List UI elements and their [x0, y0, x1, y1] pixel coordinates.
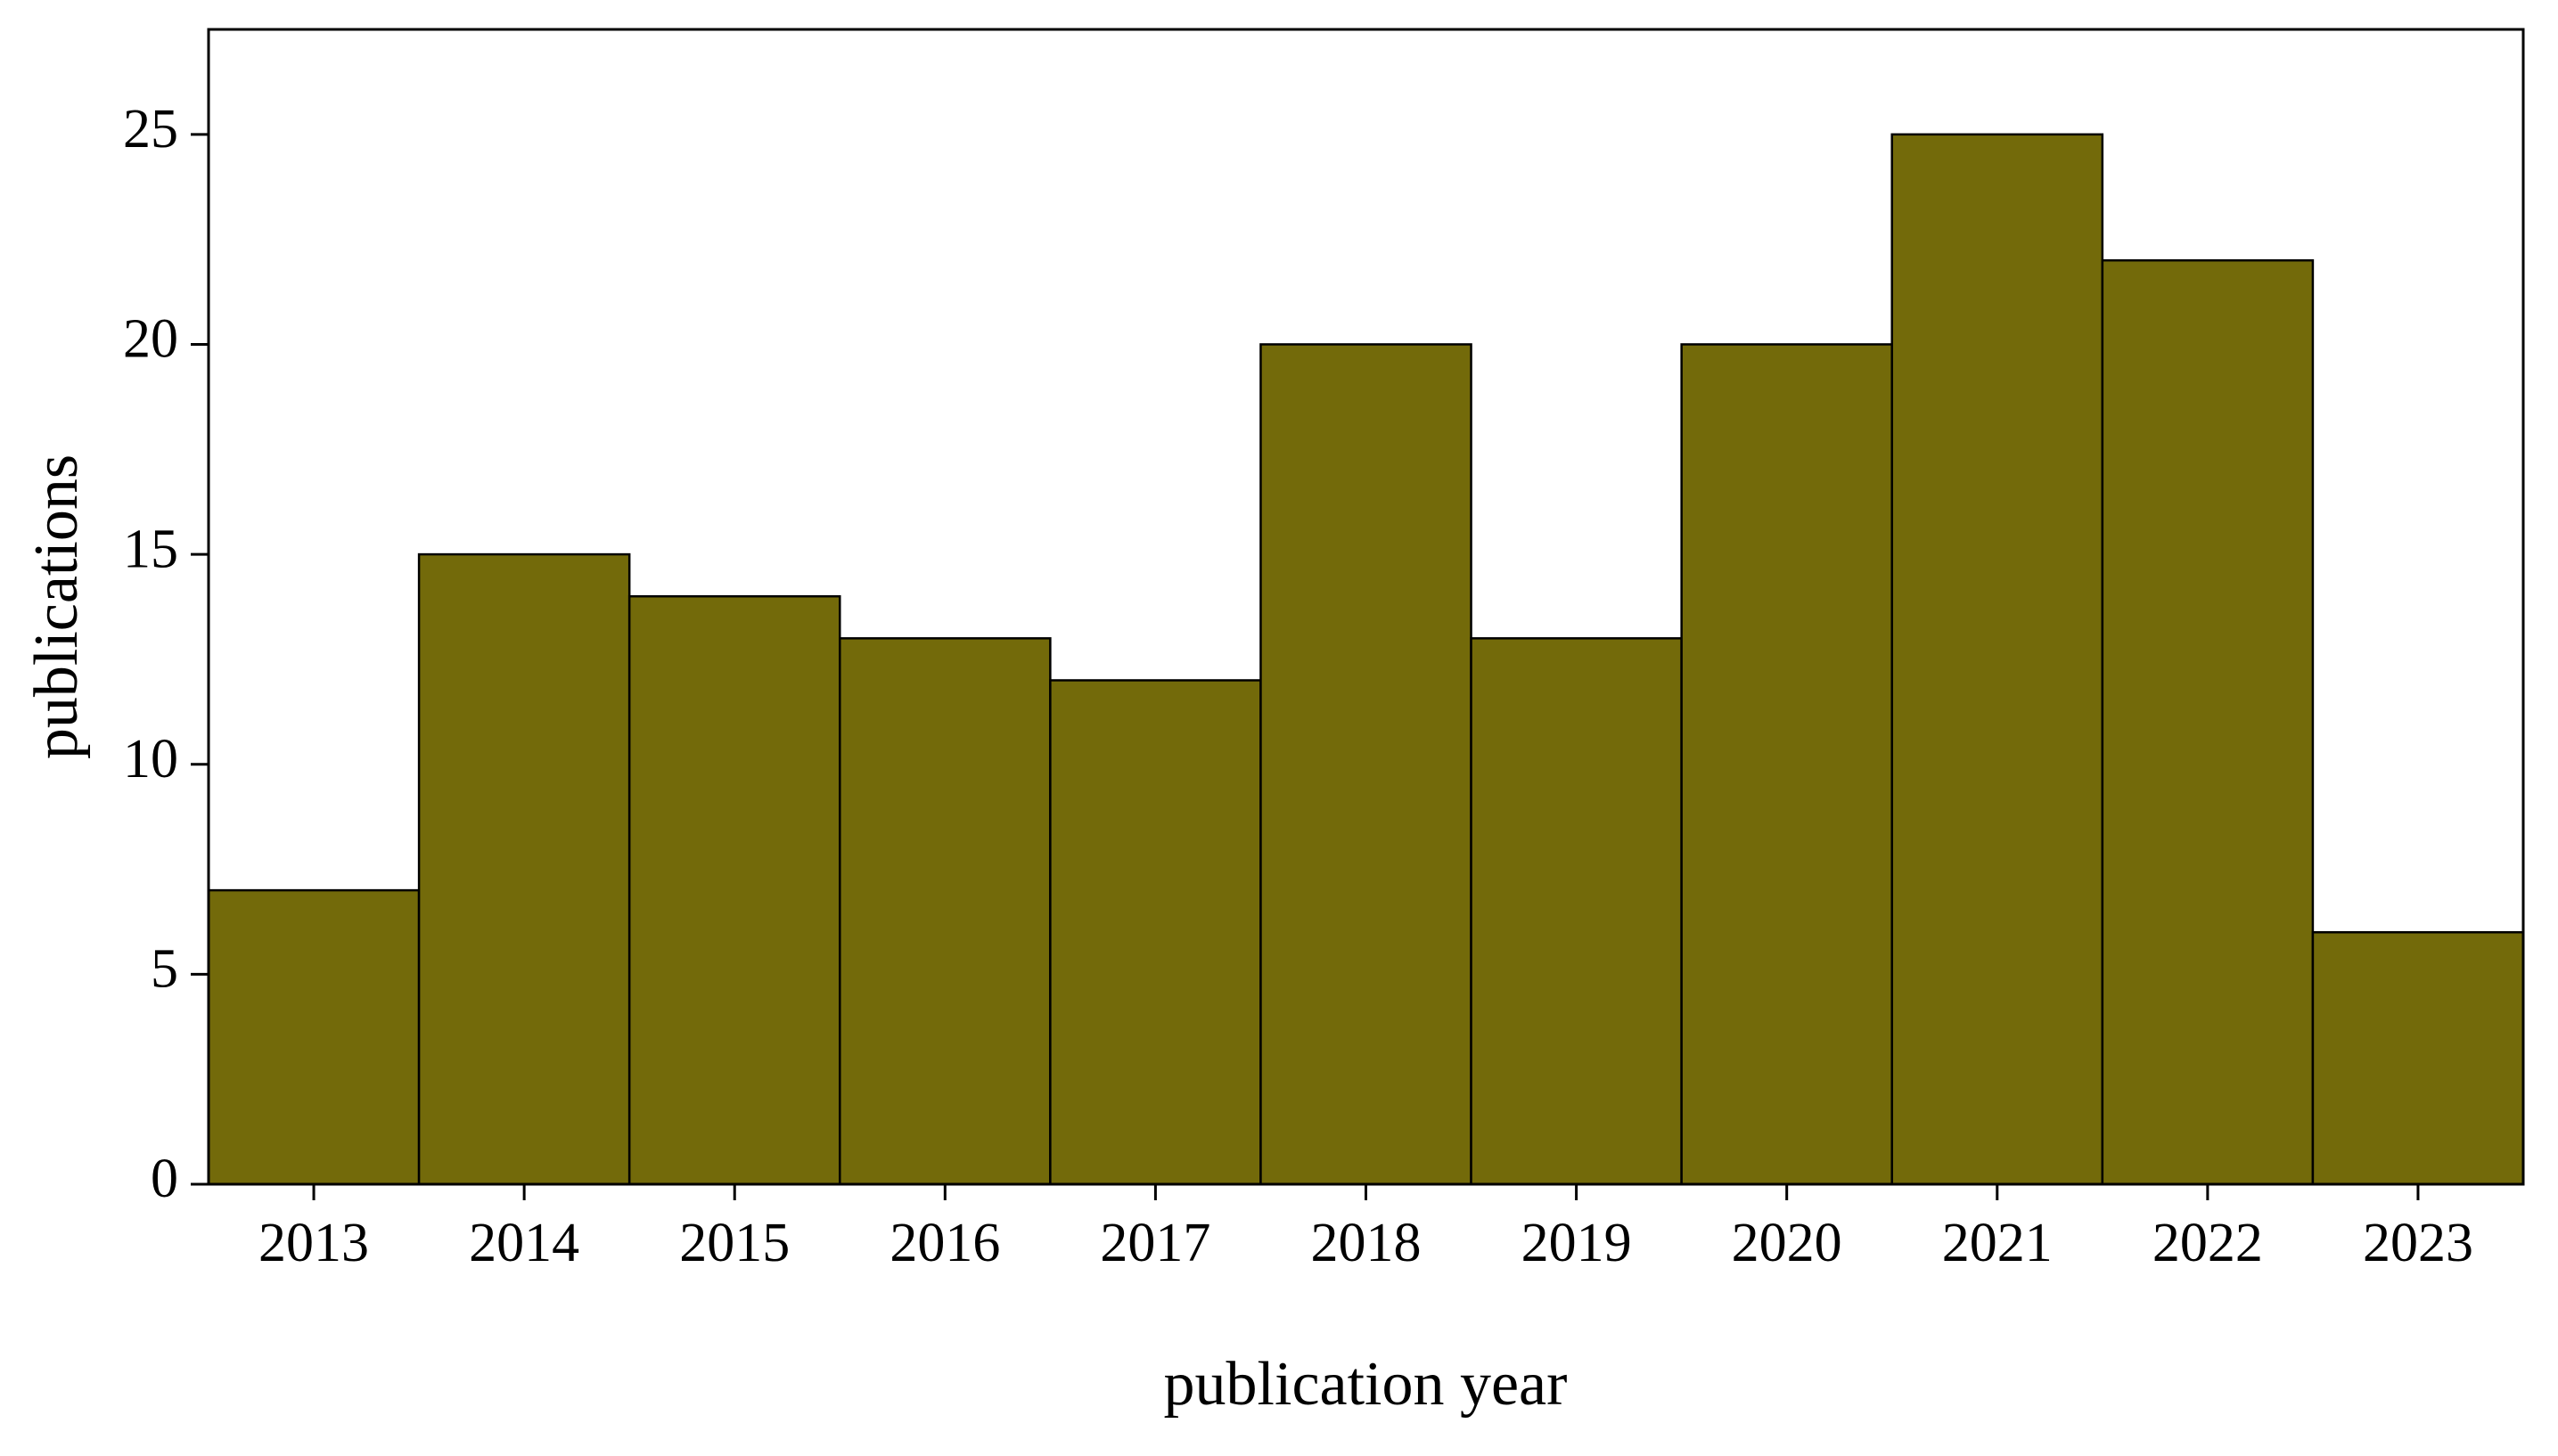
bar: [2311, 930, 2525, 1186]
x-tick-label: 2017: [1100, 1213, 1210, 1273]
bar: [1470, 637, 1683, 1186]
bar: [1049, 679, 1262, 1186]
y-axis-title: publications: [22, 454, 91, 759]
bar: [627, 594, 841, 1186]
bar: [1259, 343, 1472, 1186]
bar: [2101, 258, 2315, 1186]
x-tick-label: 2014: [469, 1213, 579, 1273]
bar: [1680, 343, 1893, 1186]
x-tick-label: 2022: [2152, 1213, 2263, 1273]
y-tick-label: 20: [123, 309, 178, 370]
x-tick-label: 2020: [1732, 1213, 1842, 1273]
y-tick-label: 5: [151, 939, 178, 1000]
x-tick-label: 2019: [1521, 1213, 1632, 1273]
x-tick-label: 2015: [679, 1213, 790, 1273]
plot-frame: [207, 28, 2525, 1186]
x-tick-label: 2023: [2363, 1213, 2473, 1273]
y-tick-label: 15: [123, 519, 178, 579]
y-tick-label: 0: [151, 1149, 178, 1209]
bar: [417, 552, 631, 1186]
x-tick-label: 2016: [890, 1213, 1000, 1273]
bar: [839, 637, 1052, 1186]
x-tick-label: 2013: [258, 1213, 369, 1273]
y-tick-label: 25: [123, 99, 178, 160]
y-tick-label: 10: [123, 729, 178, 789]
bar: [207, 888, 421, 1186]
x-axis-title: publication year: [1164, 1350, 1568, 1419]
x-tick-label: 2021: [1942, 1213, 2053, 1273]
x-tick-label: 2018: [1311, 1213, 1422, 1273]
bar: [1890, 133, 2104, 1186]
